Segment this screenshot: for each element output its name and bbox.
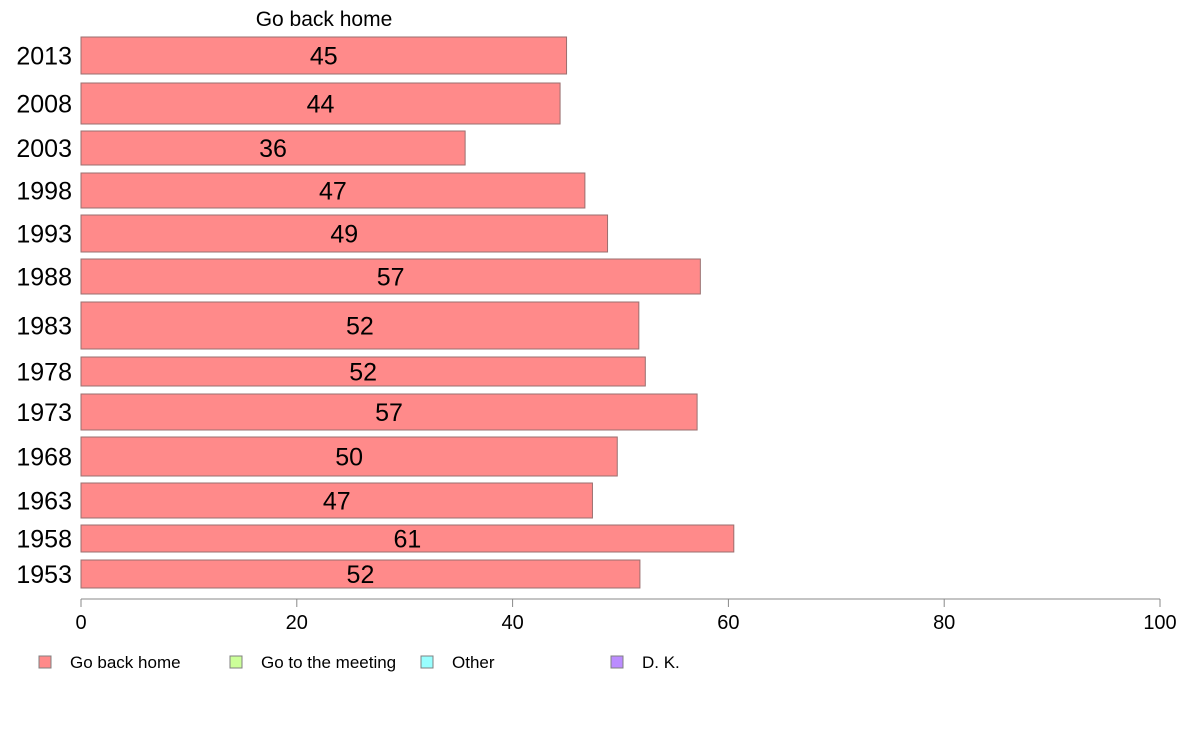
legend-swatch bbox=[420, 655, 434, 669]
legend-label: Other bbox=[452, 653, 495, 672]
bar-go-back-home bbox=[80, 436, 618, 477]
x-tick-label: 100 bbox=[1143, 612, 1176, 634]
x-tick-label: 0 bbox=[75, 612, 86, 634]
bar-value-label: 47 bbox=[323, 488, 351, 516]
year-label: 2008 bbox=[16, 91, 72, 119]
bar-go-back-home bbox=[80, 172, 586, 209]
legend-label: Go back home bbox=[70, 653, 181, 672]
year-label: 1998 bbox=[16, 178, 72, 206]
bar-value-label: 57 bbox=[377, 264, 405, 292]
bar-value-label: 50 bbox=[335, 444, 363, 472]
bar-value-label: 52 bbox=[347, 561, 375, 589]
bar-go-back-home bbox=[80, 82, 561, 125]
legend-label: D. K. bbox=[642, 653, 680, 672]
bar-go-back-home bbox=[80, 36, 568, 75]
bar-value-label: 45 bbox=[310, 43, 338, 71]
x-tick-label: 80 bbox=[933, 612, 955, 634]
year-label: 1973 bbox=[16, 399, 72, 427]
bar-value-label: 44 bbox=[307, 91, 335, 119]
year-label: 1983 bbox=[16, 313, 72, 341]
bar-value-label: 47 bbox=[319, 178, 347, 206]
bars-group: 2013 45 2008 44 2003 36 1998 47 1993 49 1988 57 1983… bbox=[16, 36, 735, 589]
x-tick-label: 40 bbox=[501, 612, 523, 634]
column-title: Go back home bbox=[256, 8, 393, 31]
bar-go-back-home bbox=[80, 482, 593, 519]
bar-go-back-home bbox=[80, 356, 646, 387]
year-label: 1968 bbox=[16, 444, 72, 472]
legend-label: Go to the meeting bbox=[261, 653, 396, 672]
year-label: 1978 bbox=[16, 359, 72, 387]
bar-value-label: 36 bbox=[259, 135, 287, 163]
legend-swatch bbox=[38, 655, 52, 669]
bar-go-back-home bbox=[80, 258, 701, 295]
bar-go-back-home bbox=[80, 559, 641, 589]
bar-value-label: 52 bbox=[349, 359, 377, 387]
year-label: 1958 bbox=[16, 526, 72, 554]
bar-go-back-home bbox=[80, 301, 640, 350]
year-label: 1963 bbox=[16, 488, 72, 516]
legend-swatch bbox=[229, 655, 243, 669]
bar-go-back-home bbox=[80, 524, 735, 553]
bar-value-label: 52 bbox=[346, 313, 374, 341]
x-tick-label: 20 bbox=[286, 612, 308, 634]
bar-value-label: 61 bbox=[393, 526, 421, 554]
bar-go-back-home bbox=[80, 393, 698, 431]
legend-swatch bbox=[610, 655, 624, 669]
year-label: 2013 bbox=[16, 43, 72, 71]
legend: Go back home Go to the meeting Other D. K. bbox=[38, 653, 680, 672]
x-axis: 0 20 40 60 80 100 bbox=[75, 598, 1177, 634]
year-label: 1953 bbox=[16, 561, 72, 589]
bar-value-label: 49 bbox=[330, 221, 358, 249]
year-label: 2003 bbox=[16, 135, 72, 163]
year-label: 1988 bbox=[16, 264, 72, 292]
year-label: 1993 bbox=[16, 221, 72, 249]
x-tick-label: 60 bbox=[717, 612, 739, 634]
bar-go-back-home bbox=[80, 130, 466, 166]
bar-value-label: 57 bbox=[375, 399, 403, 427]
bar-go-back-home bbox=[80, 214, 609, 253]
